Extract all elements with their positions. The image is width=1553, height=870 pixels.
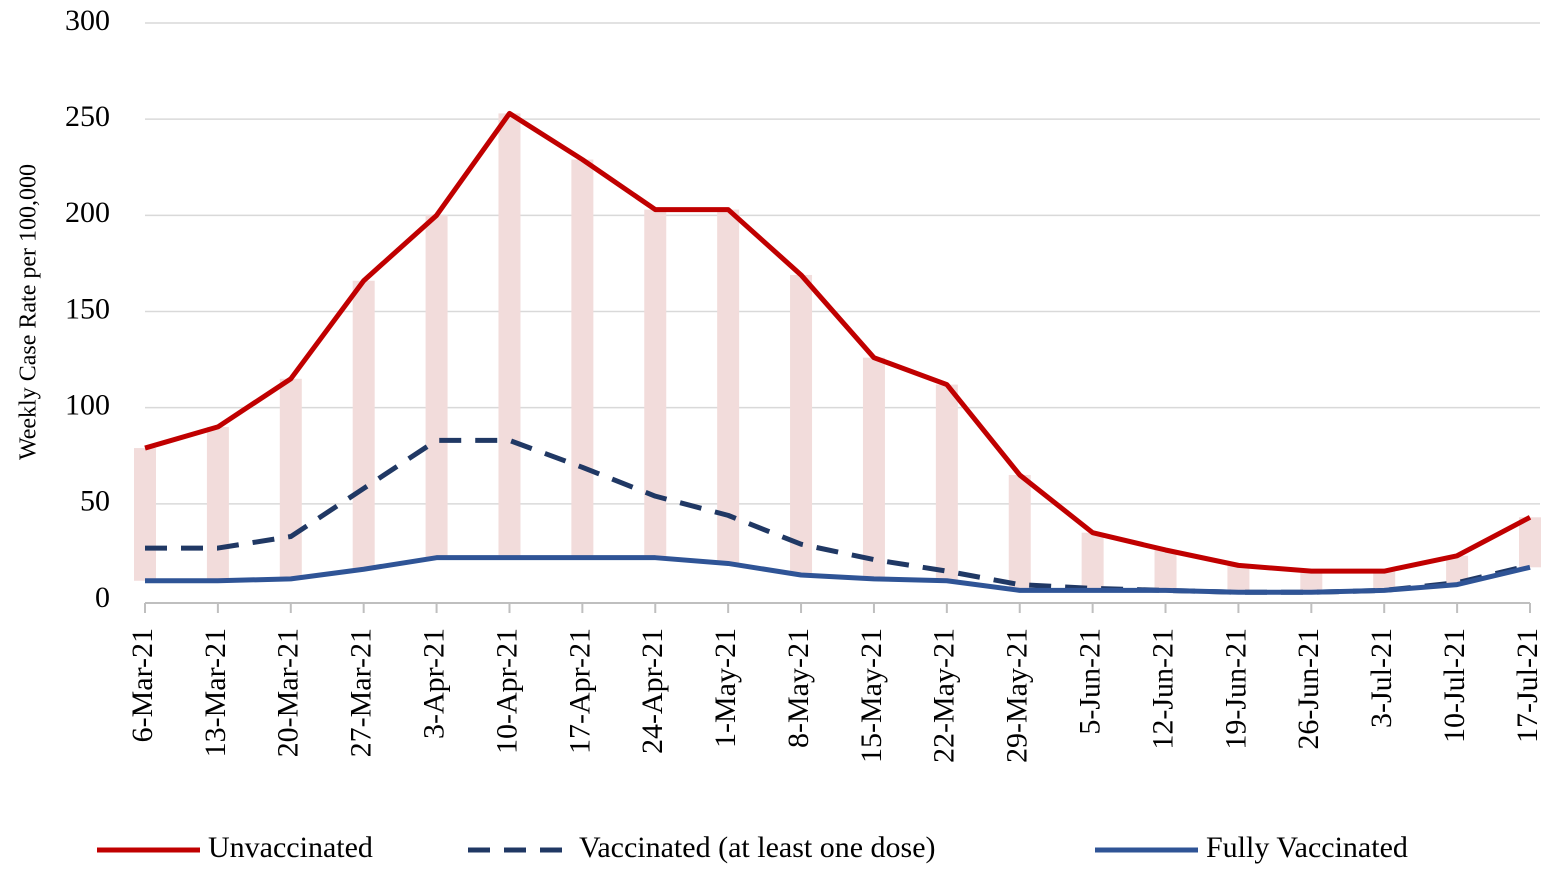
y-axis-label: Weekly Case Rate per 100,000 [16,164,42,460]
hi-lo-bar [1519,517,1541,568]
legend-label: Fully Vaccinated [1206,831,1408,864]
legend-label: Vaccinated (at least one dose) [579,831,936,864]
hi-lo-bar [790,274,813,575]
series-line [145,555,1531,595]
hi-lo-bar [498,113,521,558]
hi-lo-bar [1227,565,1250,593]
hi-lo-bar [134,448,156,581]
x-tick-label: 6-Mar-21 [126,628,159,742]
x-tick-label: 10-Jul-21 [1438,628,1471,743]
y-tick-label: 100 [65,389,110,422]
x-tick-label: 1-May-21 [709,628,742,748]
y-tick-label: 150 [65,292,110,325]
x-tick-label: 5-Jun-21 [1074,628,1107,735]
x-tick-label: 24-Apr-21 [636,628,669,754]
hi-lo-bar [644,209,667,558]
x-tick-label: 3-Apr-21 [417,628,450,739]
hi-lo-bar [352,280,375,570]
x-tick-label: 27-Mar-21 [345,628,378,757]
x-tick-label: 3-Jul-21 [1365,628,1398,728]
x-tick-label: 17-Apr-21 [563,628,596,754]
x-tick-label: 17-Jul-21 [1511,628,1544,743]
x-tick-label: 10-Apr-21 [490,628,523,754]
x-tick-label: 22-May-21 [928,628,961,763]
y-tick-label: 300 [65,4,110,37]
x-tick-label: 29-May-21 [1001,628,1034,763]
hi-lo-bar [1300,571,1323,593]
hi-lo-bar [279,378,302,579]
y-tick-label: 250 [65,100,110,133]
hi-lo-bar [425,215,448,558]
x-tick-label: 8-May-21 [782,628,815,748]
hi-lo-bar [206,426,229,581]
hi-lo-bar [717,209,740,564]
hi-lo-bar [935,384,958,581]
hi-lo-bar [571,159,594,558]
legend-label: Unvaccinated [208,831,373,864]
x-tick-label: 20-Mar-21 [272,628,305,757]
y-tick-label: 200 [65,196,110,229]
x-tick-label: 26-Jun-21 [1292,628,1325,750]
hi-lo-bar [862,357,885,579]
hi-lo-bar [1154,549,1177,591]
x-tick-label: 12-Jun-21 [1146,628,1179,750]
hi-lo-bar [1081,532,1104,591]
y-tick-label: 50 [80,485,110,518]
hi-lo-bar [1373,571,1396,591]
series-line [144,110,1532,574]
x-tick-label: 15-May-21 [855,628,888,763]
hi-lo-bar [1008,474,1031,591]
y-tick-label: 0 [95,581,110,614]
x-tick-label: 13-Mar-21 [199,628,232,757]
x-tick-label: 19-Jun-21 [1219,628,1252,750]
hi-lo-bar [1446,555,1469,585]
